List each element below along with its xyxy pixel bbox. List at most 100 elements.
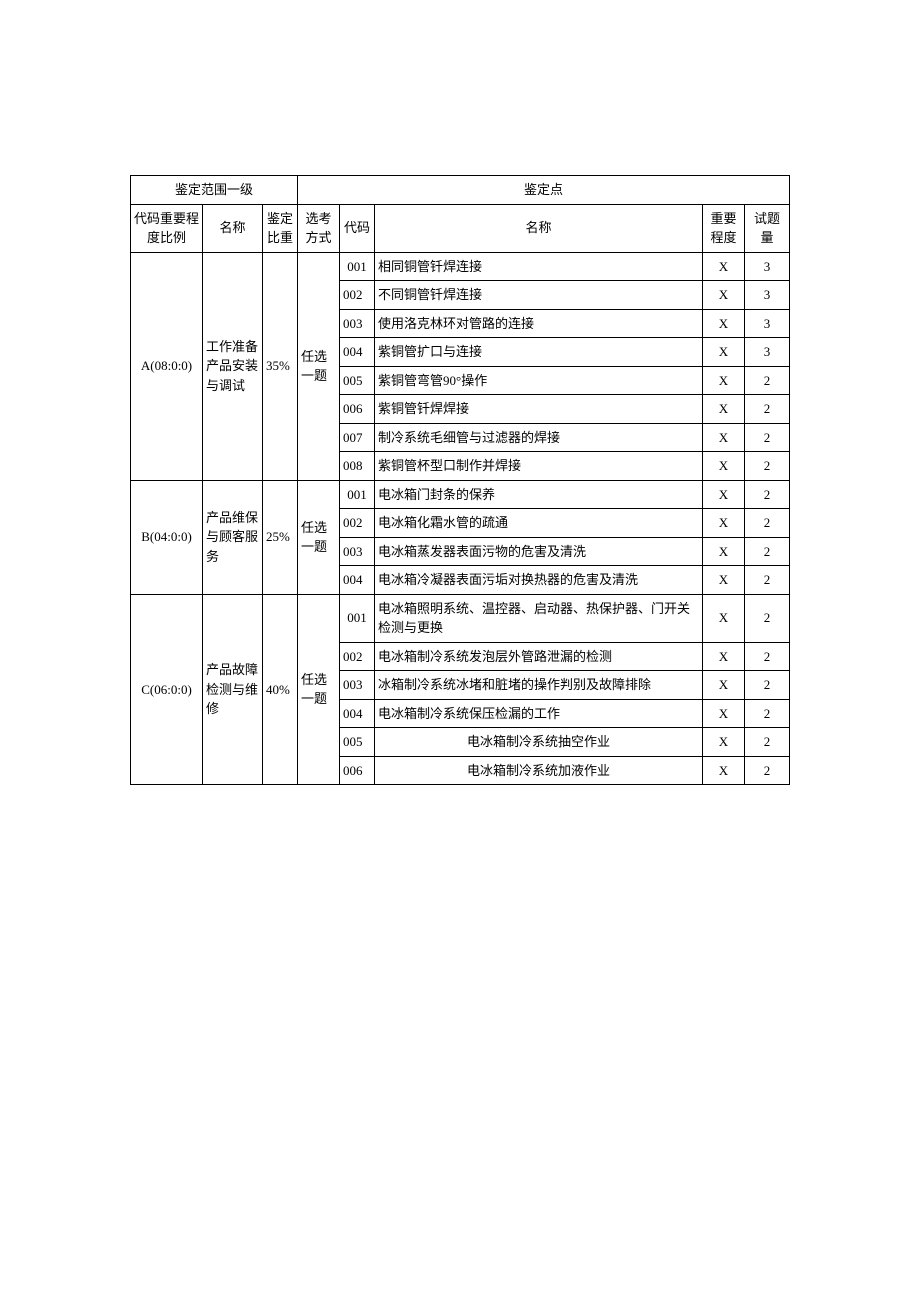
header-method: 选考方式 bbox=[298, 204, 340, 252]
header-name2: 名称 bbox=[375, 204, 703, 252]
header-qty: 试题量 bbox=[745, 204, 790, 252]
point-name: 电冰箱门封条的保养 bbox=[375, 480, 703, 509]
section-name: 工作准备产品安装与调试 bbox=[203, 252, 263, 480]
point-importance: X bbox=[703, 594, 745, 642]
point-code: 004 bbox=[340, 699, 375, 728]
point-qty: 2 bbox=[745, 642, 790, 671]
point-importance: X bbox=[703, 480, 745, 509]
point-qty: 2 bbox=[745, 671, 790, 700]
point-importance: X bbox=[703, 395, 745, 424]
point-importance: X bbox=[703, 366, 745, 395]
point-importance: X bbox=[703, 252, 745, 281]
point-name: 紫铜管钎焊焊接 bbox=[375, 395, 703, 424]
point-name: 电冰箱制冷系统加液作业 bbox=[375, 756, 703, 785]
point-code: 006 bbox=[340, 395, 375, 424]
point-code: 002 bbox=[340, 509, 375, 538]
point-code: 004 bbox=[340, 338, 375, 367]
point-name: 电冰箱冷凝器表面污垢对换热器的危害及清洗 bbox=[375, 566, 703, 595]
section-weight: 40% bbox=[263, 594, 298, 785]
point-code: 004 bbox=[340, 566, 375, 595]
point-qty: 2 bbox=[745, 480, 790, 509]
point-name: 电冰箱制冷系统发泡层外管路泄漏的检测 bbox=[375, 642, 703, 671]
point-name: 电冰箱化霜水管的疏通 bbox=[375, 509, 703, 538]
table-body: A(08:0:0)工作准备产品安装与调试35%任选一题001相同铜管钎焊连接X3… bbox=[131, 252, 790, 785]
point-code: 007 bbox=[340, 423, 375, 452]
point-qty: 2 bbox=[745, 699, 790, 728]
point-name: 紫铜管杯型口制作并焊接 bbox=[375, 452, 703, 481]
point-name: 制冷系统毛细管与过滤器的焊接 bbox=[375, 423, 703, 452]
point-importance: X bbox=[703, 699, 745, 728]
point-qty: 3 bbox=[745, 252, 790, 281]
point-code: 003 bbox=[340, 537, 375, 566]
section-name: 产品故障检测与维修 bbox=[203, 594, 263, 785]
point-qty: 3 bbox=[745, 281, 790, 310]
point-name: 紫铜管扩口与连接 bbox=[375, 338, 703, 367]
header-importance: 重要程度 bbox=[703, 204, 745, 252]
point-name: 使用洛克林环对管路的连接 bbox=[375, 309, 703, 338]
point-importance: X bbox=[703, 452, 745, 481]
point-code: 001 bbox=[340, 252, 375, 281]
point-name: 电冰箱制冷系统抽空作业 bbox=[375, 728, 703, 757]
header-weight: 鉴定比重 bbox=[263, 204, 298, 252]
point-qty: 3 bbox=[745, 338, 790, 367]
point-code: 006 bbox=[340, 756, 375, 785]
point-importance: X bbox=[703, 756, 745, 785]
point-importance: X bbox=[703, 671, 745, 700]
section-code: A(08:0:0) bbox=[131, 252, 203, 480]
point-qty: 2 bbox=[745, 509, 790, 538]
section-code: C(06:0:0) bbox=[131, 594, 203, 785]
point-importance: X bbox=[703, 338, 745, 367]
header-code-ratio: 代码重要程度比例 bbox=[131, 204, 203, 252]
point-importance: X bbox=[703, 566, 745, 595]
point-code: 003 bbox=[340, 309, 375, 338]
point-name: 电冰箱蒸发器表面污物的危害及清洗 bbox=[375, 537, 703, 566]
point-name: 电冰箱制冷系统保压检漏的工作 bbox=[375, 699, 703, 728]
point-qty: 2 bbox=[745, 452, 790, 481]
section-weight: 35% bbox=[263, 252, 298, 480]
point-qty: 2 bbox=[745, 395, 790, 424]
point-qty: 2 bbox=[745, 366, 790, 395]
point-qty: 2 bbox=[745, 423, 790, 452]
point-name: 冰箱制冷系统冰堵和脏堵的操作判别及故障排除 bbox=[375, 671, 703, 700]
point-importance: X bbox=[703, 281, 745, 310]
point-code: 008 bbox=[340, 452, 375, 481]
header-row-1: 鉴定范围一级 鉴定点 bbox=[131, 176, 790, 205]
point-code: 002 bbox=[340, 642, 375, 671]
point-qty: 2 bbox=[745, 566, 790, 595]
point-importance: X bbox=[703, 509, 745, 538]
header-group1: 鉴定范围一级 bbox=[131, 176, 298, 205]
table-row: A(08:0:0)工作准备产品安装与调试35%任选一题001相同铜管钎焊连接X3 bbox=[131, 252, 790, 281]
point-code: 001 bbox=[340, 480, 375, 509]
table-row: B(04:0:0)产品维保与顾客服务25%任选一题001电冰箱门封条的保养X2 bbox=[131, 480, 790, 509]
point-importance: X bbox=[703, 728, 745, 757]
point-code: 005 bbox=[340, 366, 375, 395]
point-importance: X bbox=[703, 309, 745, 338]
point-code: 005 bbox=[340, 728, 375, 757]
point-code: 003 bbox=[340, 671, 375, 700]
header-name1: 名称 bbox=[203, 204, 263, 252]
point-code: 002 bbox=[340, 281, 375, 310]
point-name: 电冰箱照明系统、温控器、启动器、热保护器、门开关检测与更换 bbox=[375, 594, 703, 642]
point-importance: X bbox=[703, 642, 745, 671]
point-code: 001 bbox=[340, 594, 375, 642]
table-header: 鉴定范围一级 鉴定点 代码重要程度比例 名称 鉴定比重 选考方式 代码 名称 重… bbox=[131, 176, 790, 253]
point-name: 不同铜管钎焊连接 bbox=[375, 281, 703, 310]
header-group2: 鉴定点 bbox=[298, 176, 790, 205]
section-weight: 25% bbox=[263, 480, 298, 594]
table-row: C(06:0:0)产品故障检测与维修40%任选一题001电冰箱照明系统、温控器、… bbox=[131, 594, 790, 642]
point-importance: X bbox=[703, 423, 745, 452]
assessment-table: 鉴定范围一级 鉴定点 代码重要程度比例 名称 鉴定比重 选考方式 代码 名称 重… bbox=[130, 175, 790, 785]
point-qty: 2 bbox=[745, 594, 790, 642]
section-method: 任选一题 bbox=[298, 480, 340, 594]
point-name: 相同铜管钎焊连接 bbox=[375, 252, 703, 281]
point-qty: 3 bbox=[745, 309, 790, 338]
header-code2: 代码 bbox=[340, 204, 375, 252]
point-qty: 2 bbox=[745, 537, 790, 566]
section-method: 任选一题 bbox=[298, 252, 340, 480]
point-qty: 2 bbox=[745, 728, 790, 757]
header-row-2: 代码重要程度比例 名称 鉴定比重 选考方式 代码 名称 重要程度 试题量 bbox=[131, 204, 790, 252]
point-name: 紫铜管弯管90°操作 bbox=[375, 366, 703, 395]
section-code: B(04:0:0) bbox=[131, 480, 203, 594]
section-name: 产品维保与顾客服务 bbox=[203, 480, 263, 594]
section-method: 任选一题 bbox=[298, 594, 340, 785]
